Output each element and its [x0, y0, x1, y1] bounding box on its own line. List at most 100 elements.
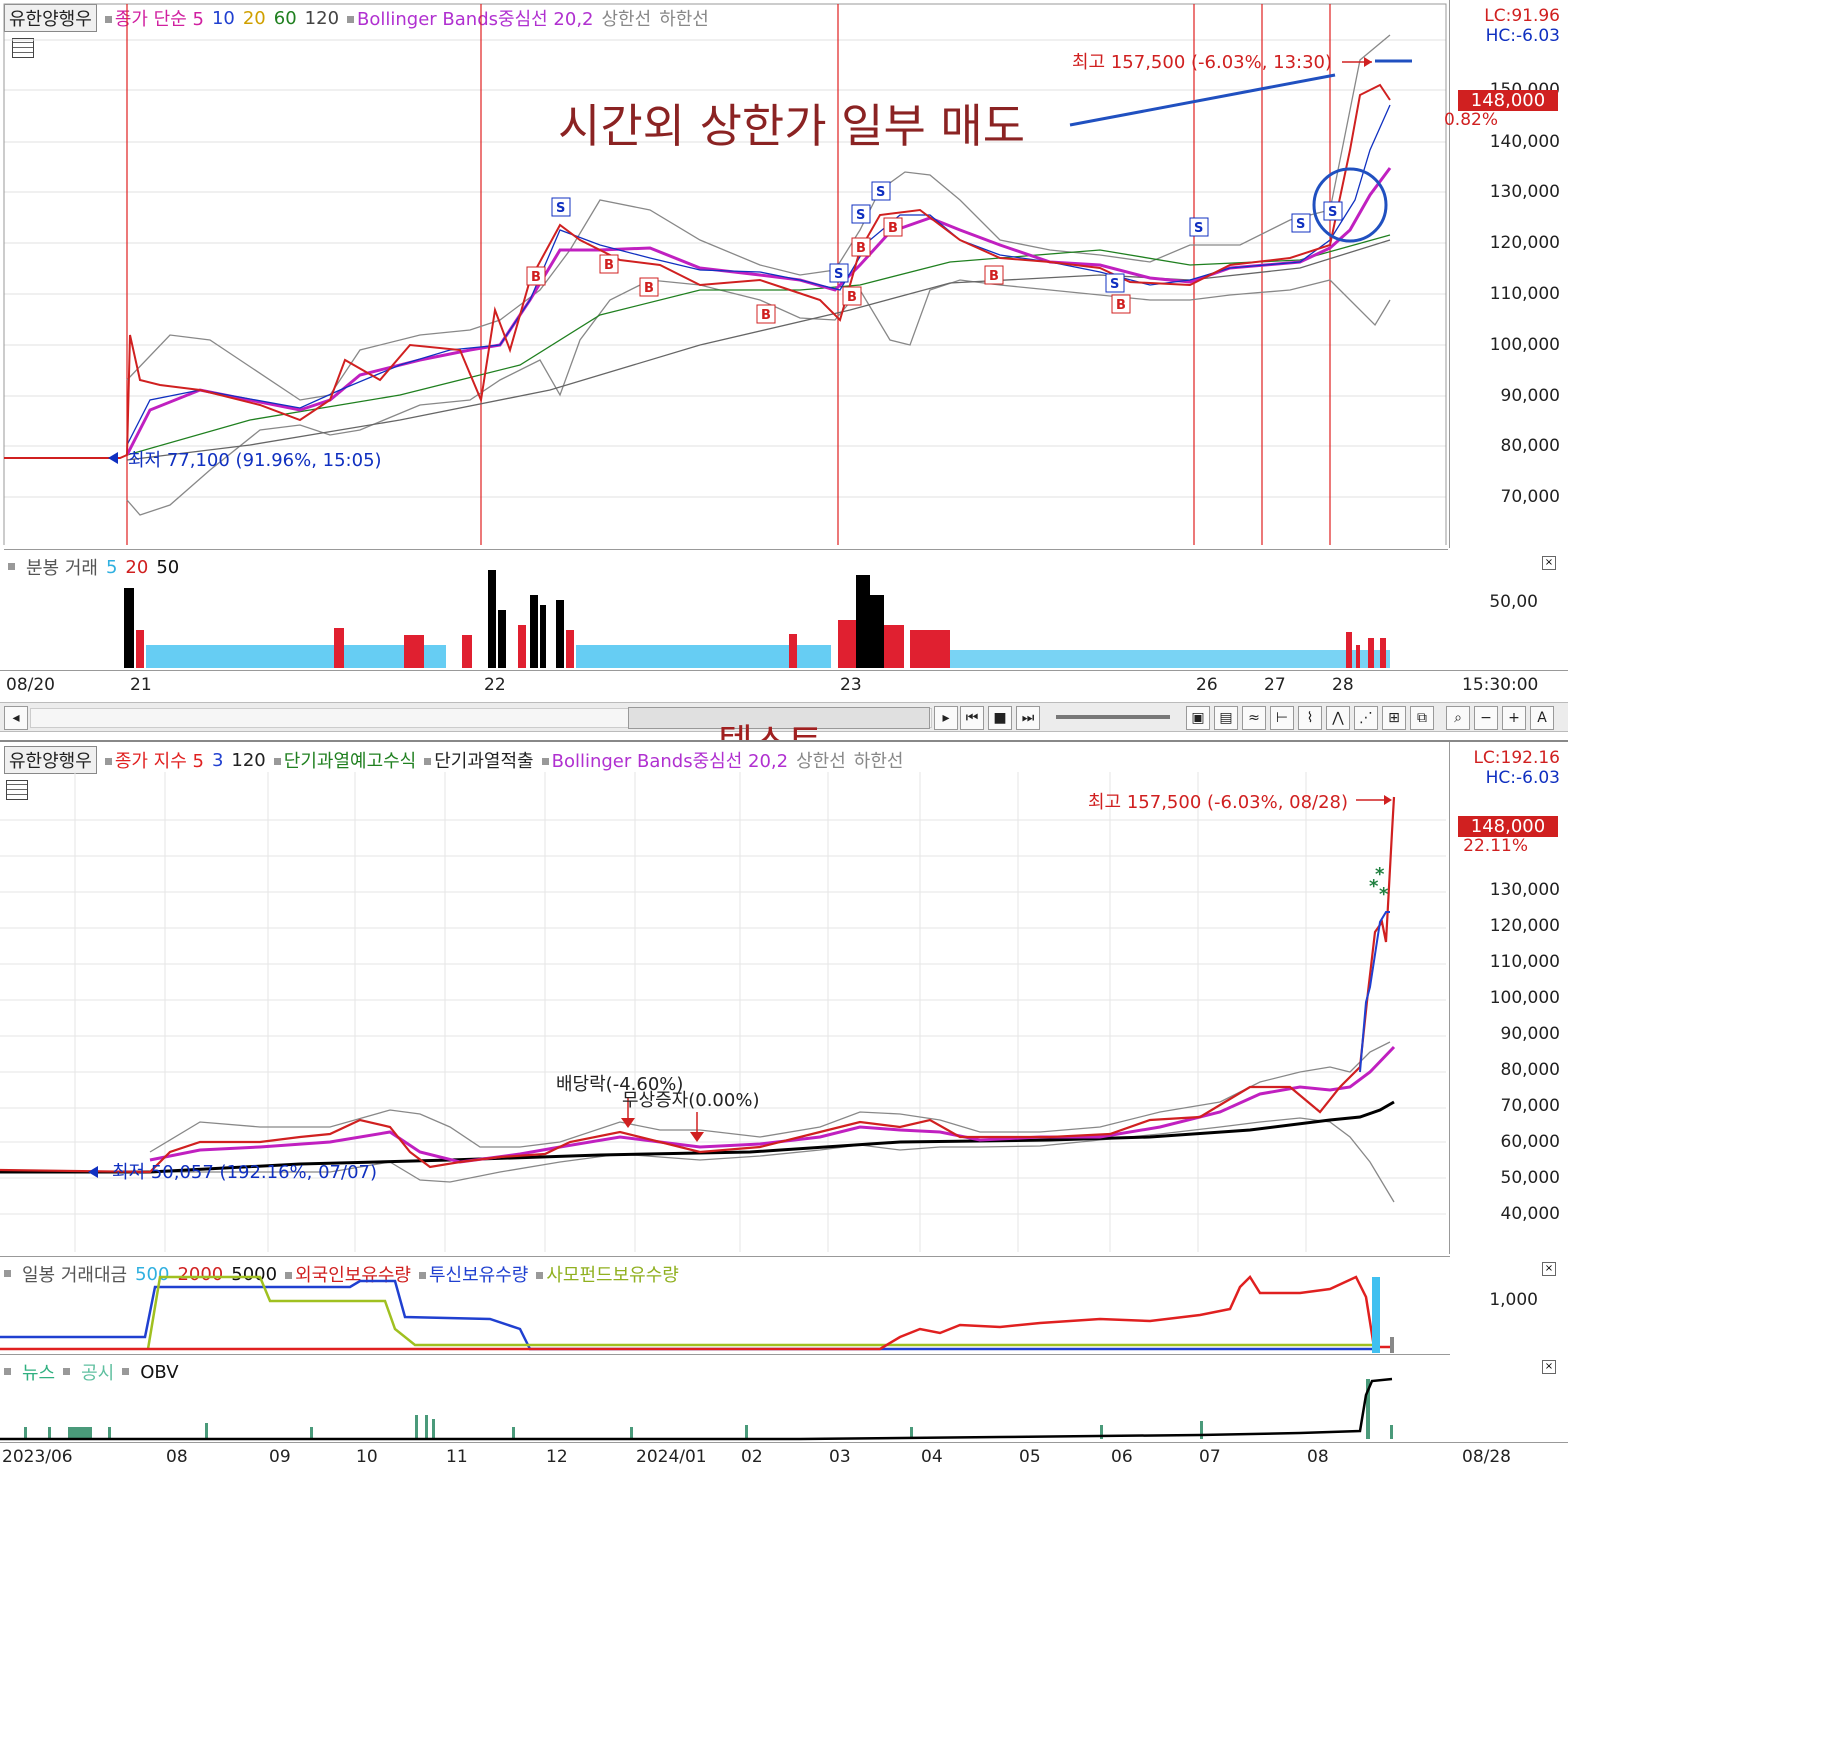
- disclosure-legend[interactable]: 공시: [81, 1363, 115, 1384]
- bottom-legend-3[interactable]: 3: [211, 749, 224, 771]
- bottom-x-axis[interactable]: 2023/06 08 09 10 11 12 2024/01 02 03 04 …: [0, 1442, 1568, 1475]
- bottom-x-label: 06: [1111, 1447, 1133, 1467]
- top-y-tick: 80,000: [1500, 436, 1560, 456]
- volume-legend-5[interactable]: 5: [105, 556, 118, 578]
- top-legend-ma20[interactable]: 20: [242, 7, 266, 29]
- top-x-label: 21: [130, 675, 152, 695]
- volume-close-icon[interactable]: ×: [1542, 556, 1556, 570]
- tv-legend-trust[interactable]: 투신보유수량: [419, 1261, 528, 1287]
- top-legend-lower[interactable]: 하한선: [659, 9, 709, 30]
- bottom-x-label: 08: [166, 1447, 188, 1467]
- bottom-legend-ema5-label: 종가 지수 5: [114, 751, 204, 772]
- scroll-right-button[interactable]: ▸: [934, 706, 958, 730]
- top-price-chart: S S S S S S S S B B B B B B B B B: [3, 3, 1447, 545]
- bottom-legend-warning-label: 단기과열예고수식: [283, 751, 417, 772]
- bottom-x-label: 12: [546, 1447, 568, 1467]
- top-x-label: 22: [484, 675, 506, 695]
- top-y-axis[interactable]: LC:91.96 HC:-6.03 150,000 148,000 0.82% …: [1444, 0, 1568, 548]
- stop-button[interactable]: ■: [988, 706, 1012, 730]
- top-legend-ma10[interactable]: 10: [211, 7, 235, 29]
- zoom-slider[interactable]: [1056, 715, 1170, 719]
- tool-icon-3[interactable]: ≈: [1242, 706, 1266, 730]
- bottom-grid-toggle-icon[interactable]: [6, 780, 28, 800]
- tool-icon-7[interactable]: ⋰: [1354, 706, 1378, 730]
- trading-value-y-tick: 1,000: [1489, 1290, 1538, 1310]
- zoom-out-icon[interactable]: −: [1474, 706, 1498, 730]
- bottom-legend-overheat-label: 단기과열적출: [434, 751, 534, 772]
- tool-icon-2[interactable]: ▤: [1214, 706, 1238, 730]
- news-legend[interactable]: 뉴스: [22, 1363, 56, 1384]
- bonus-issue-note: 무상증자(0.00%): [622, 1090, 760, 1111]
- tv-legend-trust-label: 투신보유수량: [429, 1265, 529, 1286]
- fast-forward-button[interactable]: ⏭: [1016, 706, 1040, 730]
- tv-legend-pef-label: 사모펀드보유수량: [546, 1265, 679, 1286]
- bottom-legend-warning[interactable]: 단기과열예고수식: [273, 747, 417, 773]
- text-tool-button[interactable]: A: [1530, 706, 1554, 730]
- tool-icon-8[interactable]: ⊞: [1382, 706, 1406, 730]
- bottom-x-label: 04: [921, 1447, 943, 1467]
- bottom-price-badge: 148,000: [1458, 816, 1558, 837]
- top-legend-ma120[interactable]: 120: [304, 7, 340, 29]
- volume-legend-20[interactable]: 20: [125, 556, 149, 578]
- svg-text:B: B: [847, 290, 857, 305]
- grid-toggle-icon[interactable]: [12, 38, 34, 58]
- bottom-x-label: 2023/06: [2, 1447, 73, 1467]
- volume-pane: 분봉 거래 5 20 50: [4, 549, 1448, 670]
- bottom-chart-pane: 유한양행우 종가 지수 5 3 120 단기과열예고수식 단기과열적출 Boll…: [0, 740, 1568, 1486]
- bottom-y-axis[interactable]: LC:192.16 HC:-6.03 148,000 22.11% 130,00…: [1449, 742, 1568, 1254]
- svg-text:B: B: [761, 308, 771, 323]
- bottom-price-change: 22.11%: [1463, 836, 1528, 856]
- bottom-legend-120[interactable]: 120: [231, 749, 266, 771]
- top-legend-upper[interactable]: 상한선: [601, 9, 652, 30]
- top-legend-item-ma5[interactable]: 종가 단순 5: [104, 5, 204, 31]
- news-obv-pane: 뉴스 공시 OBV: [0, 1354, 1450, 1441]
- volume-legend: 분봉 거래 5 20 50: [8, 554, 179, 580]
- top-y-tick: 110,000: [1489, 284, 1560, 304]
- svg-text:S: S: [556, 201, 565, 216]
- bottom-stock-name[interactable]: 유한양행우: [4, 746, 97, 774]
- bottom-y-tick: 60,000: [1500, 1132, 1560, 1152]
- news-obv-close-icon[interactable]: ×: [1542, 1360, 1556, 1374]
- top-legend: 유한양행우 종가 단순 5 10 20 60 120 Bollinger Ban…: [4, 4, 709, 32]
- tool-icon-6[interactable]: ⋀: [1326, 706, 1350, 730]
- scroll-left-button[interactable]: ◂: [4, 706, 28, 730]
- top-x-label: 08/20: [6, 675, 55, 695]
- top-y-tick: 100,000: [1489, 335, 1560, 355]
- top-legend-ma60[interactable]: 60: [273, 7, 297, 29]
- bottom-x-label: 08: [1307, 1447, 1329, 1467]
- svg-text:B: B: [856, 241, 866, 256]
- svg-text:*: *: [1375, 864, 1385, 885]
- top-stock-name[interactable]: 유한양행우: [4, 4, 97, 32]
- tool-icon-4[interactable]: ⊢: [1270, 706, 1294, 730]
- obv-legend[interactable]: OBV: [140, 1361, 179, 1383]
- volume-legend-name[interactable]: 분봉 거래: [26, 558, 98, 579]
- top-x-label: 27: [1264, 675, 1286, 695]
- zoom-in-icon[interactable]: +: [1502, 706, 1526, 730]
- news-obv-chart: [0, 1377, 1393, 1441]
- bottom-legend-upper[interactable]: 상한선: [796, 751, 846, 772]
- tool-icon-9[interactable]: ⧉: [1410, 706, 1434, 730]
- bottom-x-label: 10: [356, 1447, 378, 1467]
- top-annotation-text: 시간외 상한가 일부 매도: [558, 99, 1026, 153]
- top-x-axis[interactable]: 08/20 21 22 23 26 27 28 15:30:00: [0, 670, 1568, 701]
- trading-value-pane: 일봉 거래대금 500 2000 5000 외국인보유수량 투신보유수량 사모펀…: [0, 1256, 1450, 1353]
- tv-legend-name[interactable]: 일봉 거래대금: [22, 1265, 128, 1286]
- tv-legend-5000[interactable]: 5000: [231, 1263, 278, 1285]
- top-lc-label: LC:91.96: [1484, 6, 1560, 26]
- top-legend-bollinger[interactable]: Bollinger Bands중심선 20,2: [347, 5, 594, 31]
- search-icon[interactable]: ⌕: [1446, 706, 1470, 730]
- tool-icon-1[interactable]: ▣: [1186, 706, 1210, 730]
- rewind-button[interactable]: ⏮: [960, 706, 984, 730]
- top-legend-bollinger-label: Bollinger Bands중심선 20,2: [357, 9, 594, 30]
- scroll-thumb[interactable]: [628, 707, 930, 729]
- volume-legend-50[interactable]: 50: [156, 556, 180, 578]
- tool-icon-5[interactable]: ⌇: [1298, 706, 1322, 730]
- svg-text:*: *: [1379, 884, 1389, 905]
- tv-legend-pef[interactable]: 사모펀드보유수량: [536, 1261, 679, 1287]
- tv-legend-2000[interactable]: 2000: [177, 1263, 224, 1285]
- bottom-legend-overheat[interactable]: 단기과열적출: [424, 747, 534, 773]
- bottom-legend-lower[interactable]: 하한선: [853, 751, 904, 772]
- bottom-legend-ema5[interactable]: 종가 지수 5: [104, 747, 204, 773]
- trading-value-close-icon[interactable]: ×: [1542, 1262, 1556, 1276]
- bottom-legend-bollinger[interactable]: Bollinger Bands중심선 20,2: [541, 747, 788, 773]
